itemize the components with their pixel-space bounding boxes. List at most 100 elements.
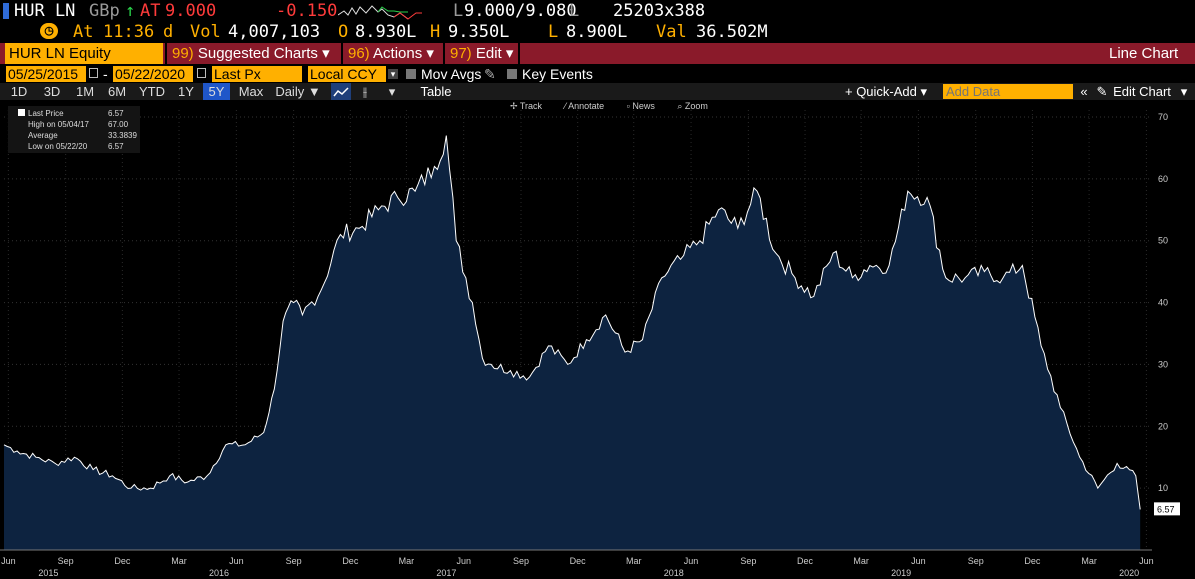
chevron-down-icon: ▾ (505, 45, 514, 62)
legend-swatch[interactable] (18, 109, 25, 116)
y-tick-label: 30 (1158, 359, 1168, 369)
edit-label: Edit (475, 45, 502, 62)
security-marker (3, 3, 9, 19)
end-date-field[interactable]: 05/22/2020 (113, 66, 193, 82)
suggested-charts-menu[interactable]: 99) Suggested Charts ▾ (172, 43, 330, 64)
suggested-num: 99) (172, 45, 194, 62)
last-value-box (1154, 502, 1180, 516)
range-5y-button[interactable]: 5Y (203, 83, 230, 100)
key-events-checkbox[interactable] (507, 69, 517, 79)
calendar-icon[interactable] (89, 68, 98, 78)
currency-selector[interactable]: Local CCY (308, 66, 386, 82)
quote-detail-bar: At 11:36 d Vol 4,007,103 O 8.930L H 9.35… (0, 22, 1195, 42)
actions-menu[interactable]: 96) Actions ▾ (348, 43, 434, 64)
start-date-field[interactable]: 05/25/2015 (6, 66, 86, 82)
x-tick-label: Jun (456, 556, 471, 566)
x-tick-label: Sep (286, 556, 302, 566)
x-tick-label: Dec (114, 556, 131, 566)
key-events-label: Key Events (522, 66, 593, 82)
x-tick-label: Mar (853, 556, 869, 566)
chevron-down-icon[interactable]: ▾ (388, 84, 396, 99)
ticker[interactable]: HUR LN (14, 1, 76, 21)
range-ytd-button[interactable]: YTD (139, 84, 165, 99)
range-1d-button[interactable]: 1D (10, 84, 28, 99)
chevron-down-icon: ▾ (322, 45, 330, 62)
menu-bar: HUR LN Equity 99) Suggested Charts ▾ 96)… (0, 43, 1195, 64)
calendar-icon[interactable] (197, 68, 206, 78)
last-price: 9.000 (165, 1, 217, 21)
x-year-label: 2019 (891, 568, 911, 578)
chevron-down-icon[interactable]: ▾ (388, 69, 398, 79)
line-chart-icon[interactable] (331, 83, 351, 100)
range-1y-button[interactable]: 1Y (178, 84, 194, 99)
legend-low-label: Low on 05/22/20 (28, 142, 88, 151)
mov-avgs-label: Mov Avgs (421, 66, 482, 82)
legend-high: 67.00 (108, 120, 129, 129)
y-axis: 10 20 30 40 50 60 70 (1158, 112, 1168, 493)
collapse-button[interactable]: « (1080, 84, 1088, 99)
x-tick-label: Jun (911, 556, 926, 566)
x-tick-label: Dec (570, 556, 587, 566)
x-tick-label: Jun (1, 556, 16, 566)
legend-average: 33.3839 (108, 131, 137, 140)
x-tick-label: Dec (342, 556, 359, 566)
x-tick-label: Sep (740, 556, 756, 566)
last-value-text: 6.57 (1157, 504, 1175, 514)
track-tool[interactable]: ✢ Track (510, 101, 543, 111)
suggested-label: Suggested Charts (197, 45, 318, 62)
quote-bar: HUR LN GBp ↑ AT 9.000 -0.150 L 9.000/9.0… (0, 0, 1195, 22)
field-selector[interactable]: Last Px (212, 66, 302, 82)
low-value: 8.900L (566, 22, 628, 42)
mov-avgs-checkbox[interactable] (406, 69, 416, 79)
range-max-button[interactable]: Max (238, 84, 264, 99)
legend-average-label: Average (28, 131, 58, 140)
range-toolbar: 1D 3D 1M 6M YTD 1Y 5Y Max Daily ▼ ⫲ ▾ Ta… (0, 83, 1195, 100)
chevron-down-icon[interactable]: ▾ (1180, 84, 1188, 99)
zoom-tool[interactable]: ⌕ Zoom (677, 101, 708, 111)
range-3d-button[interactable]: 3D (43, 84, 61, 99)
x-year-label: 2020 (1119, 568, 1139, 578)
pencil-icon[interactable]: ✎ (484, 66, 496, 82)
volume-label: Vol (190, 22, 221, 42)
x-tick-label: Mar (626, 556, 642, 566)
pencil-icon[interactable]: ✎ (1096, 84, 1108, 99)
add-data-input[interactable] (943, 84, 1073, 99)
y-tick-label: 10 (1158, 483, 1168, 493)
arrow-up-icon: ↑ (125, 1, 136, 21)
x-tick-label: Dec (1024, 556, 1041, 566)
x-tick-label: Jun (229, 556, 244, 566)
x-tick-label: Sep (968, 556, 984, 566)
candlestick-icon[interactable]: ⫲ (362, 84, 368, 99)
high-label: H (430, 22, 441, 42)
sparkline-icon (338, 5, 422, 20)
edit-menu[interactable]: 97) Edit ▾ (450, 43, 513, 64)
legend-high-label: High on 05/04/17 (28, 120, 89, 129)
traded-value: 36.502M (696, 22, 768, 42)
chart-type-title: Line Chart (1109, 45, 1179, 62)
date-range-bar: 05/25/2015 - 05/22/2020 Last Px Local CC… (0, 65, 1195, 83)
last-value-label: 6.57 (1154, 502, 1180, 516)
range-1m-button[interactable]: 1M (75, 84, 95, 99)
annotate-tool[interactable]: ⁄ Annotate (564, 101, 605, 111)
x-year-label: 2017 (436, 568, 456, 578)
price-change: -0.150 (276, 1, 338, 21)
x-year-label: 2018 (664, 568, 684, 578)
y-tick-label: 70 (1158, 112, 1168, 122)
period-selector[interactable]: Daily ▼ (275, 84, 321, 99)
range-6m-button[interactable]: 6M (107, 84, 127, 99)
quick-add-button[interactable]: + Quick-Add ▾ (844, 84, 928, 99)
legend-last-price: 6.57 (108, 109, 124, 118)
y-tick-label: 60 (1158, 174, 1168, 184)
y-tick-label: 20 (1158, 421, 1168, 431)
high-value: 9.350L (448, 22, 510, 42)
table-button[interactable]: Table (420, 84, 452, 99)
chart-tools: ✢ Track ⁄ Annotate ▫ News ⌕ Zoom (510, 101, 728, 112)
edit-chart-button[interactable]: Edit Chart (1113, 84, 1171, 99)
news-tool[interactable]: ▫ News (626, 101, 655, 111)
x-year-label: 2016 (209, 568, 229, 578)
open-value: 8.930L (355, 22, 417, 42)
security-field[interactable]: HUR LN Equity (5, 43, 163, 64)
bid-ask-size: 25203x388 (613, 1, 706, 21)
